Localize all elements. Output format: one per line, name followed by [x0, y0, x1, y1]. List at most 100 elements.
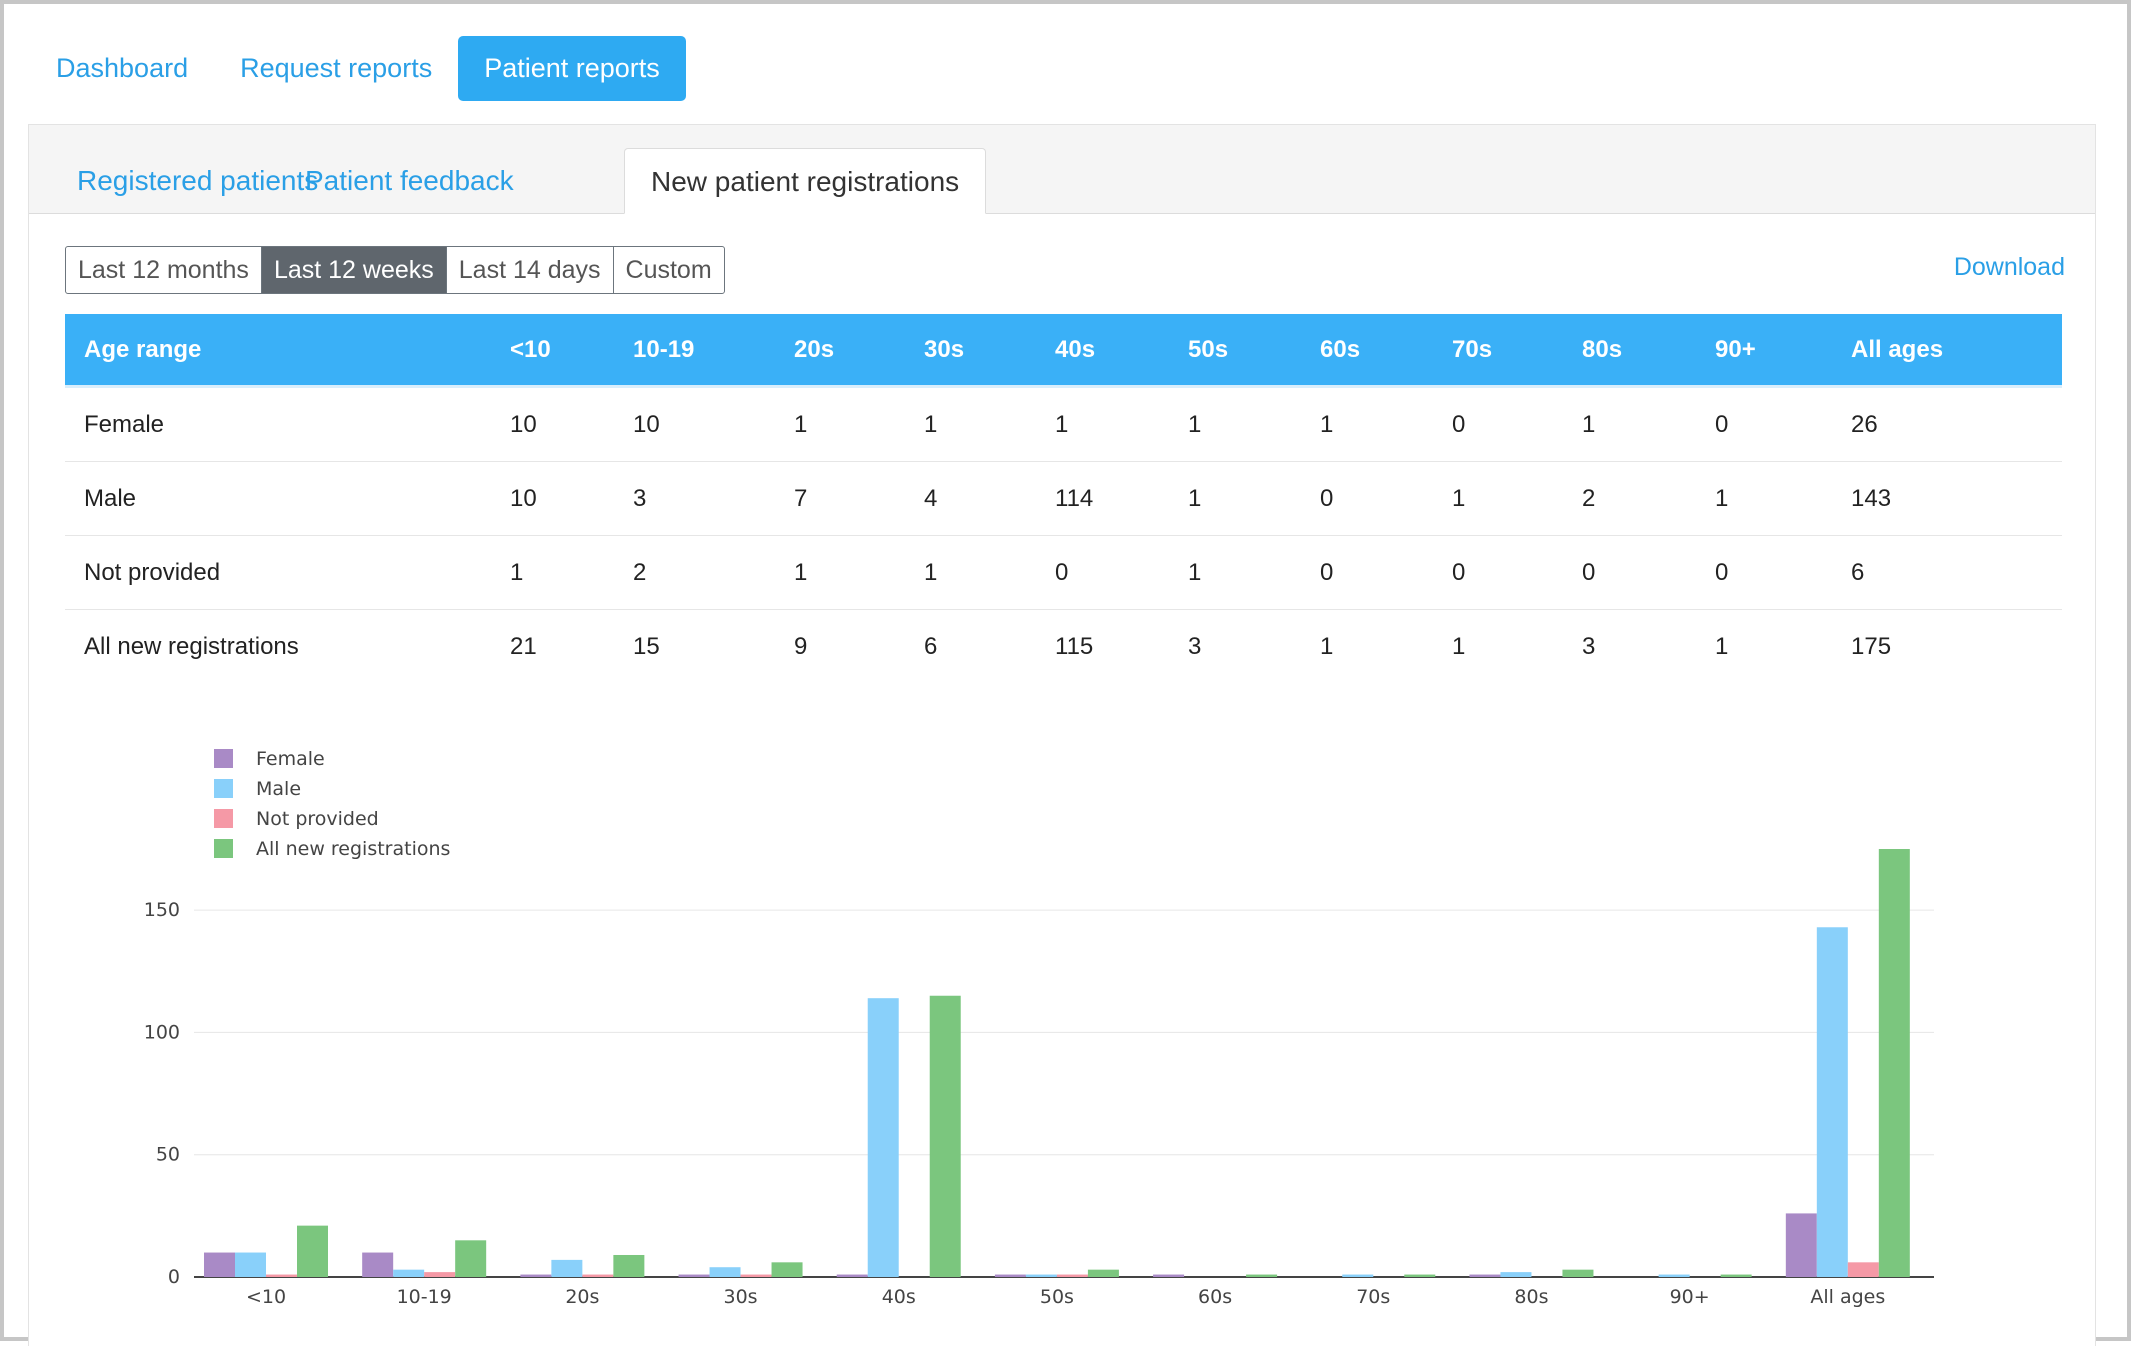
nav-patient-reports[interactable]: Patient reports	[458, 36, 686, 101]
range-last-14-days[interactable]: Last 14 days	[447, 247, 614, 293]
bar-male	[709, 1267, 741, 1277]
bar-all-new-registrations	[1087, 1269, 1119, 1277]
table-cell: 1	[1582, 386, 1715, 462]
x-tick-label: 40s	[882, 1286, 916, 1308]
table-header-row: Age range <10 10-19 20s 30s 40s 50s 60s …	[65, 314, 2062, 388]
download-link[interactable]: Download	[1953, 253, 2065, 281]
table-cell: 9	[794, 632, 808, 660]
bar-not-provided	[1056, 1274, 1088, 1277]
table-cell: 0	[1320, 461, 1452, 536]
tab-new-patient-registrations[interactable]: New patient registrations	[624, 148, 987, 214]
table-cell: 0	[1582, 535, 1715, 610]
header-cell: 50s	[1188, 314, 1320, 388]
table-cell: 1	[1452, 461, 1582, 536]
legend-swatch	[214, 779, 233, 798]
range-last-12-months[interactable]: Last 12 months	[66, 247, 262, 293]
header-cell: Age range	[65, 314, 510, 388]
header-cell: 80s	[1582, 314, 1715, 388]
bar-not-provided	[740, 1274, 772, 1277]
legend-swatch	[214, 749, 233, 768]
x-tick-label: 50s	[1040, 1286, 1074, 1308]
table-cell: 115	[1055, 632, 1094, 660]
x-tick-label: 80s	[1514, 1286, 1548, 1308]
bar-female	[1469, 1274, 1501, 1277]
table-row: Female 10 10 1 1 1 1 1 0 1 0 26	[65, 386, 2062, 462]
table-cell: 1	[924, 535, 1055, 610]
table-cell: 1	[1320, 632, 1334, 660]
header-cell: 20s	[794, 314, 924, 388]
y-tick-label: 0	[168, 1266, 180, 1288]
legend-label: Not provided	[256, 808, 379, 830]
bar-all-new-registrations	[1562, 1269, 1594, 1277]
y-tick-label: 150	[144, 899, 180, 921]
range-last-12-weeks[interactable]: Last 12 weeks	[261, 247, 447, 293]
legend-label: Male	[256, 778, 301, 800]
table-row: Not provided 1 2 1 1 0 1 0 0 0 0 6	[65, 535, 2062, 610]
table-cell: 1	[924, 386, 1055, 462]
header-cell: 40s	[1055, 314, 1188, 388]
table-cell: 0	[1452, 386, 1582, 462]
bar-female	[1785, 1213, 1817, 1277]
range-custom[interactable]: Custom	[625, 256, 712, 284]
table-cell: 1	[1715, 461, 1851, 536]
table-cell: 15	[633, 632, 660, 660]
bar-male	[551, 1259, 583, 1277]
table-cell: 1	[1188, 535, 1320, 610]
tab-patient-feedback[interactable]: Patient feedback	[305, 165, 514, 196]
legend-label: Female	[256, 748, 325, 770]
table-cell: 3	[1582, 632, 1596, 660]
tab-registered-patients[interactable]: Registered patients	[77, 165, 319, 196]
legend-swatch	[214, 839, 233, 858]
y-tick-label: 100	[144, 1021, 180, 1043]
table-cell: 10	[510, 386, 633, 462]
y-tick-label: 50	[156, 1144, 180, 1166]
table-cell: 143	[1851, 461, 2062, 536]
table-cell: 6	[1851, 535, 2062, 610]
x-tick-label: 90+	[1670, 1286, 1710, 1308]
bar-not-provided	[1847, 1262, 1879, 1277]
table-cell: 2	[1582, 461, 1715, 536]
nav-dashboard[interactable]: Dashboard	[56, 53, 189, 83]
nav-request-reports[interactable]: Request reports	[240, 53, 433, 83]
bar-male	[1816, 927, 1848, 1277]
table-cell: 0	[1452, 535, 1582, 610]
table-cell: Female	[65, 386, 510, 462]
table-cell: 4	[924, 461, 1055, 536]
table-cell: 1	[794, 386, 924, 462]
bar-not-provided	[582, 1274, 614, 1277]
bar-male	[235, 1252, 266, 1277]
bar-all-new-registrations	[1878, 849, 1910, 1277]
x-tick-label: <10	[246, 1286, 286, 1308]
x-tick-label: 10-19	[397, 1286, 452, 1308]
table-row: All new registrations 21 15 9 6 115 3 1 …	[65, 610, 2062, 684]
header-cell: All ages	[1851, 314, 2062, 388]
table-cell: Male	[65, 461, 510, 536]
report-tabs: Registered patients Patient feedback New…	[29, 125, 2095, 214]
table-cell: 1	[1188, 461, 1320, 536]
table-cell: 1	[510, 535, 633, 610]
table-cell: 0	[1320, 535, 1452, 610]
bar-all-new-registrations	[297, 1225, 328, 1277]
bar-male	[1500, 1272, 1532, 1277]
table-cell: Not provided	[65, 535, 510, 610]
bar-all-new-registrations	[929, 995, 961, 1277]
bar-all-new-registrations	[613, 1254, 645, 1277]
table-cell: 21	[510, 632, 537, 660]
bar-female	[1153, 1274, 1185, 1277]
table-cell: 175	[1851, 632, 1892, 660]
bar-female	[836, 1274, 868, 1277]
registrations-bar-chart: 0 50 100 150 <10 10-19 20s 30s 40s 50s 60s 70s 80s 90…	[144, 748, 1934, 1308]
x-tick-label: 60s	[1198, 1286, 1232, 1308]
header-cell: 10-19	[633, 314, 794, 388]
table-cell: 3	[1188, 632, 1202, 660]
table-cell: 7	[794, 461, 924, 536]
table-cell: All new registrations	[84, 632, 299, 660]
bar-all-new-registrations	[1246, 1274, 1278, 1277]
legend-swatch	[214, 809, 233, 828]
bar-male	[1025, 1274, 1057, 1277]
table-cell: 3	[633, 461, 794, 536]
bar-male	[867, 998, 899, 1277]
x-tick-label: 30s	[724, 1286, 758, 1308]
header-cell: 70s	[1452, 314, 1582, 388]
table-cell: 0	[1715, 386, 1851, 462]
